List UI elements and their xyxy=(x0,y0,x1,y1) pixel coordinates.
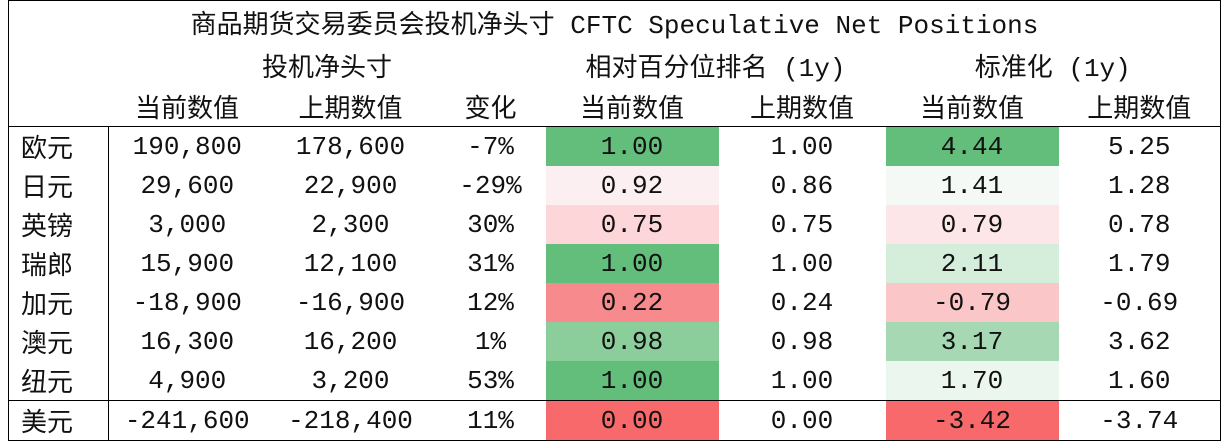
row-label: 英镑 xyxy=(8,205,109,244)
group-header: 标准化 (1y) xyxy=(974,53,1131,84)
cell: 3,200 xyxy=(265,361,436,401)
cell: 4.44 xyxy=(885,126,1059,166)
cell: 4,900 xyxy=(108,361,266,401)
cell: 11% xyxy=(467,405,514,436)
cell: 1% xyxy=(474,326,507,357)
cell: -3.74 xyxy=(1100,405,1179,436)
data-row: 欧元 190,800 178,600 -7% 1.00 1.00 4.44 5.25 xyxy=(8,126,1221,166)
data-row: 英镑 3,000 2,300 30% 0.75 0.75 0.79 0.78 xyxy=(8,205,1221,244)
cell: -0.69 xyxy=(1100,287,1179,318)
cell: 5.25 xyxy=(1108,131,1171,162)
data-row: 纽元 4,900 3,200 53% 1.00 1.00 1.70 1.60 xyxy=(8,361,1221,401)
row-label: 欧元 xyxy=(8,126,109,166)
cell: -29% xyxy=(459,170,522,201)
column-header: 当前数值 xyxy=(545,87,719,127)
column-header: 上期数值 xyxy=(718,87,886,127)
cell: 0.24 xyxy=(770,287,834,318)
cell: 1.00 xyxy=(545,361,719,401)
column-header: 上期数值 xyxy=(265,87,436,127)
cell: 53% xyxy=(435,361,546,401)
cell: 30% xyxy=(467,209,514,240)
cell: 1.00 xyxy=(770,248,834,279)
cell: 190,800 xyxy=(132,131,242,162)
cell: 0.75 xyxy=(770,209,834,240)
cell: 178,600 xyxy=(295,131,406,162)
data-row: 日元 29,600 22,900 -29% 0.92 0.86 1.41 1.28 xyxy=(8,166,1221,205)
cell: 3,000 xyxy=(148,209,227,240)
column-header: 当前数值 xyxy=(885,87,1059,127)
cell: 15,900 xyxy=(140,248,235,279)
cell: -0.79 xyxy=(885,283,1059,322)
row-label: 澳元 xyxy=(8,322,109,361)
cell: 12,100 xyxy=(303,248,398,279)
cell: 0.22 xyxy=(545,283,719,322)
row-label: 瑞郎 xyxy=(8,244,109,283)
group-header: 相对百分位排名 (1y) xyxy=(585,53,846,84)
cell: 0.98 xyxy=(770,326,834,357)
cell: 1.41 xyxy=(885,166,1059,205)
cell: 0.86 xyxy=(770,170,834,201)
cell: 12% xyxy=(467,287,514,318)
cell: 29,600 xyxy=(140,170,235,201)
cell: -7% xyxy=(467,131,514,162)
cell: 2.11 xyxy=(885,244,1059,283)
cell: 3.62 xyxy=(1108,326,1171,357)
cell: 31% xyxy=(467,248,514,279)
column-header: 上期数值 xyxy=(1058,87,1221,127)
cell: 0.75 xyxy=(545,205,719,244)
row-label: 日元 xyxy=(8,166,109,205)
table-title: 商品期货交易委员会投机净头寸 CFTC Speculative Net Posi… xyxy=(190,10,1039,41)
cell: 22,900 xyxy=(303,170,398,201)
cell: 0.78 xyxy=(1108,209,1171,240)
positions-table: 商品期货交易委员会投机净头寸 CFTC Speculative Net Posi… xyxy=(8,0,1221,441)
cell: 0.00 xyxy=(545,400,719,441)
data-row: 澳元 16,300 16,200 1% 0.98 0.98 3.17 3.62 xyxy=(8,322,1221,361)
corner xyxy=(9,43,109,87)
cell: 0.92 xyxy=(545,166,719,205)
column-row: 当前数值 上期数值 变化 当前数值 上期数值 当前数值 上期数值 xyxy=(8,87,1221,127)
title-row: 商品期货交易委员会投机净头寸 CFTC Speculative Net Posi… xyxy=(9,1,1221,44)
data-row: 加元 -18,900 -16,900 12% 0.22 0.24 -0.79 -0.69 xyxy=(8,283,1221,322)
cell: 2,300 xyxy=(311,209,390,240)
group-header: 投机净头寸 xyxy=(261,53,392,84)
row-label: 美元 xyxy=(8,400,109,441)
column-header: 当前数值 xyxy=(108,87,266,127)
cell: 1.28 xyxy=(1108,170,1171,201)
corner xyxy=(8,87,109,127)
cell: 3.17 xyxy=(885,322,1059,361)
cell: 1.00 xyxy=(770,131,834,162)
cell: 0.98 xyxy=(545,322,719,361)
group-row: 投机净头寸 相对百分位排名 (1y) 标准化 (1y) xyxy=(9,43,1221,87)
cell: 16,300 xyxy=(140,326,235,357)
cell: -241,600 xyxy=(124,405,250,436)
cell: -218,400 xyxy=(288,405,413,436)
cell: 1.79 xyxy=(1108,248,1171,279)
row-label: 加元 xyxy=(8,283,109,322)
cell: 1.00 xyxy=(545,126,719,166)
cell: 1.60 xyxy=(1058,361,1221,401)
cell: 0.00 xyxy=(770,405,834,436)
cell: -18,900 xyxy=(132,287,242,318)
column-header: 变化 xyxy=(435,87,546,127)
cell: -3.42 xyxy=(885,400,1059,441)
data-row: 美元 -241,600 -218,400 11% 0.00 0.00 -3.42 -3.74 xyxy=(8,400,1221,441)
cell: 1.00 xyxy=(545,244,719,283)
cell: -16,900 xyxy=(295,287,406,318)
row-label: 纽元 xyxy=(8,361,109,401)
cell: 16,200 xyxy=(303,326,398,357)
data-row: 瑞郎 15,900 12,100 31% 1.00 1.00 2.11 1.79 xyxy=(8,244,1221,283)
cell: 1.00 xyxy=(718,361,886,401)
cell: 1.70 xyxy=(885,361,1059,401)
cell: 0.79 xyxy=(885,205,1059,244)
